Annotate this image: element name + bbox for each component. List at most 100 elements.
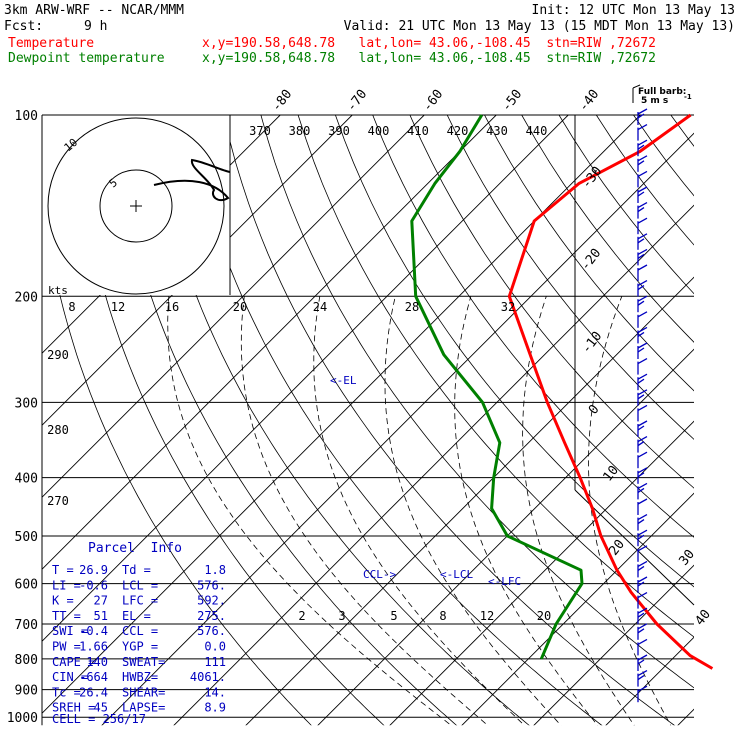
parcel-param-value: 1.66 [79,640,108,654]
wind-barb-flag [637,186,648,193]
top-temp-label: -80 [269,87,295,115]
parcel-param-value: 14. [204,685,226,699]
wind-barb-flag [637,612,645,618]
parcel-param-value: -0.6 [79,578,108,592]
dry-adiabat [409,115,694,489]
wind-barb-flag [637,285,645,291]
wind-barb-flag [637,295,648,302]
wind-barb-flag [637,253,645,259]
wind-barb-flag [637,342,648,349]
ccl-marker: CCL-> [363,568,396,581]
wind-barb-flag [637,311,648,318]
mixing-ratio-label: 20 [537,609,551,623]
wind-barb-flag [637,404,648,411]
parcel-param-label: K = [52,594,74,608]
hodograph-ring [47,117,225,295]
theta-label: 430 [486,124,508,138]
parcel-param-label: LFC = [122,594,158,608]
lcl-marker: <-LCL [440,568,473,581]
theta-label: 420 [447,124,469,138]
parcel-param-label: LCL = [122,578,158,592]
wind-barb-flag [637,191,645,197]
moist-adiabat [454,296,598,726]
parcel-param-label: EL = [122,609,151,623]
parcel-param-value: -664 [79,670,108,684]
parcel-param-value: 140 [86,655,108,669]
wind-barb-flag [637,155,648,162]
parcel-param-value: 51 [94,609,108,623]
pressure-tick-label: 400 [15,472,38,487]
wind-barb-flag [637,113,645,119]
init-time: Init: 12 UTC Mon 13 May 13 [532,3,736,18]
right-temp-label: 30 [677,547,698,569]
wind-barb-flag [637,519,645,525]
right-temp-label: 40 [693,607,714,629]
right-temp-label: 0 [586,402,603,417]
parcel-param-label: T = [52,563,74,577]
mixing-ratio-label: 3 [338,609,345,623]
parcel-param-label: HWBZ= [122,670,158,684]
parcel-param-value: 45 [94,701,108,715]
top-temp-label: -70 [344,87,370,115]
wind-barb-flag [637,108,648,115]
pressure-tick-label: 800 [15,653,38,668]
mixing-ratio-label: 12 [480,609,494,623]
wind-barb-flag [637,248,648,255]
parcel-param-label: Tc = [52,685,81,699]
parcel-param-label: PW = [52,640,81,654]
dry-adiabat [446,115,694,440]
wind-barb-flag [637,654,648,661]
wind-barb-flag [637,436,648,443]
wind-barb-flag [637,326,648,333]
fcst-value: 9 h [84,19,107,34]
wind-barb-flag [637,441,645,447]
wind-barb-flag [637,389,648,396]
parcel-param-label: TT = [52,609,81,623]
right-temp-label: -20 [578,246,604,274]
pressure-tick-label: 1000 [7,711,38,726]
wind-barb-flag [637,238,645,244]
wind-barb-flag [637,347,645,353]
top-temp-label: -60 [420,87,446,115]
grid-clipped [42,115,740,730]
legend-temperature: Temperature [8,36,94,51]
profiles [410,113,714,670]
wind-barb-flag [637,560,648,567]
mixing-ratio-label: 32 [501,300,515,314]
wind-barb-flag [637,482,648,489]
wind-barb-flag [637,207,645,213]
pressure-tick-label: 900 [15,684,38,699]
right-axis-skew [574,489,695,606]
isotherm [42,115,425,498]
wind-barb-flag [637,623,648,630]
wind-barb-flag [637,202,648,209]
dry-adiabat [595,115,694,246]
parcel-info-panel: Parcel Info T = 26.9 Td = 1.8 LI =-0.6 LCL = 5… [52,541,226,726]
dry-adiabat [372,115,694,538]
wind-barb-flag [637,300,645,306]
parcel-param-label: SWI = [52,624,88,638]
legend-dewpoint: Dewpoint temperature [8,51,165,66]
dry-adiabat [708,115,740,730]
dry-adiabat [558,115,694,295]
isotherm [42,115,497,570]
dry-adiabat [670,115,694,147]
wind-barb-flag [637,675,645,681]
parcel-param-label: CCL = [122,624,158,638]
dry-adiabat [297,115,694,638]
wind-barb-flag [637,233,648,240]
hodograph-trace [153,158,231,202]
wind-barb-flag [637,628,645,634]
mixing-ratio-label: 20 [233,300,247,314]
mixing-ratio-label: 2 [298,609,305,623]
dry-adiabat [484,115,694,392]
moist-adiabat [240,296,489,726]
mixing-ratio-label: 28 [405,300,419,314]
wind-barb-flag [637,425,645,431]
wind-barb-flag [637,170,648,177]
theta-label: 380 [289,124,311,138]
wind-barb-flag [637,685,648,692]
isotherm [677,708,694,726]
